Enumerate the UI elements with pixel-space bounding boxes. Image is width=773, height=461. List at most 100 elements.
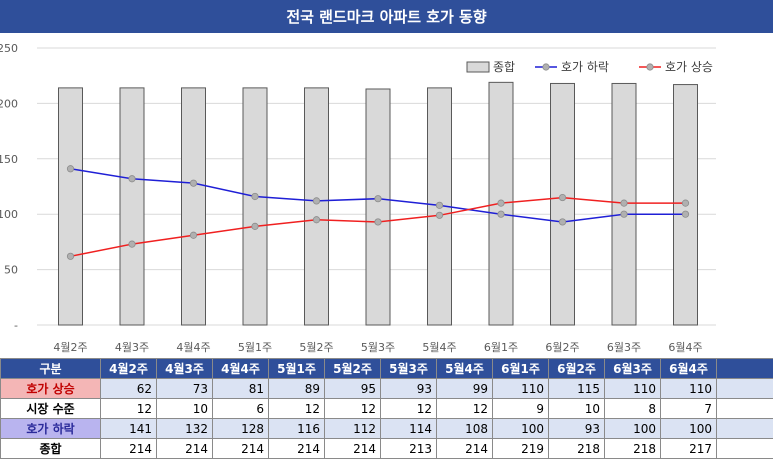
x-tick-label: 4월3주: [115, 341, 149, 354]
table-cell-blank: [716, 378, 773, 399]
data-point: [66, 252, 75, 260]
data-point: [497, 210, 505, 218]
x-tick-label: 6월2주: [545, 341, 579, 354]
x-tick-label: 4월2주: [53, 341, 87, 354]
data-point: [128, 240, 136, 248]
table-cell: 110: [604, 378, 661, 399]
table-cell: 110: [492, 378, 549, 399]
data-point: [189, 231, 198, 239]
x-tick-label: 5월1주: [238, 341, 272, 354]
table-cell: 108: [436, 418, 493, 439]
table-cell: 218: [604, 438, 661, 459]
bar: [119, 87, 145, 326]
x-tick-label: 5월4주: [422, 341, 456, 354]
table-cell-blank: [716, 418, 773, 439]
table-cell: 214: [100, 438, 157, 459]
bar: [304, 87, 329, 326]
data-point: [189, 179, 198, 187]
table-cell: 100: [660, 418, 717, 439]
table-cell: 93: [380, 378, 437, 399]
table-header-row: 구분 4월2주 4월3주 4월4주 5월1주 5월2주 5월3주 5월4주 6월1주 6월2주 6월…: [0, 358, 773, 379]
table-row: 호가 상승 62 73 81 89 95 93 99 110 115 110 110: [0, 378, 773, 399]
table-cell: 214: [324, 438, 381, 459]
table-cell-blank: [716, 438, 773, 459]
table-cell: 128: [212, 418, 269, 439]
table-cell: 9: [492, 398, 549, 419]
table-cell: 12: [324, 398, 381, 419]
table-cell: 218: [548, 438, 605, 459]
table-header-cell: 6월1주: [492, 358, 549, 379]
bar: [242, 87, 268, 326]
table-cell: 12: [436, 398, 493, 419]
table-row: 종합 214 214 214 214 214 213 214 219 218 218 217: [0, 438, 773, 459]
row-label: 종합: [0, 438, 101, 459]
table-cell: 114: [380, 418, 437, 439]
data-point: [497, 199, 505, 207]
table-header-cell: 4월4주: [212, 358, 269, 379]
legend-label: 종합: [493, 60, 515, 74]
table-cell: 81: [212, 378, 269, 399]
table-cell: 214: [156, 438, 213, 459]
x-tick-label: 5월2주: [299, 341, 333, 354]
data-point: [312, 216, 321, 224]
chart-area: - 50 100 150 200 250 4월2주 4월3주 4월4주 5월1주 5월2주 5월3주 5…: [0, 42, 716, 354]
x-tick-label: 6월4주: [668, 341, 702, 354]
data-point: [374, 218, 382, 226]
x-tick-label: 4월4주: [176, 341, 210, 354]
table-cell: 62: [100, 378, 157, 399]
table-cell: 219: [492, 438, 549, 459]
table-header-cell: 5월2주: [324, 358, 381, 379]
table-cell: 95: [324, 378, 381, 399]
data-table: 구분 4월2주 4월3주 4월4주 5월1주 5월2주 5월3주 5월4주 6월1주 6월2주 6월…: [0, 358, 773, 459]
data-point: [620, 199, 628, 207]
table-cell: 214: [268, 438, 325, 459]
table-cell: 213: [380, 438, 437, 459]
table-header-cell: 6월4주: [660, 358, 717, 379]
table-cell: 10: [548, 398, 605, 419]
y-tick-label: 200: [0, 97, 18, 110]
table-cell: 12: [100, 398, 157, 419]
data-point: [66, 165, 75, 173]
table-cell: 89: [268, 378, 325, 399]
table-cell: 132: [156, 418, 213, 439]
table-header-cell: 4월3주: [156, 358, 213, 379]
y-tick-label: 50: [4, 264, 18, 277]
data-point: [558, 193, 567, 202]
legend-label: 호가 하락: [561, 60, 609, 74]
table-cell: 12: [380, 398, 437, 419]
data-point: [128, 175, 136, 183]
table-cell: 214: [212, 438, 269, 459]
y-tick-label: 100: [0, 208, 18, 221]
table-cell: 141: [100, 418, 157, 439]
row-label: 호가 상승: [0, 378, 101, 399]
y-tick-label: 250: [0, 42, 18, 55]
data-point: [374, 195, 382, 203]
y-tick-label: 150: [0, 153, 18, 166]
table-cell: 100: [492, 418, 549, 439]
table-header-cell: 5월4주: [436, 358, 493, 379]
table-cell: 110: [660, 378, 717, 399]
table-cell: 214: [436, 438, 493, 459]
data-point: [251, 222, 259, 230]
table-cell: 73: [156, 378, 213, 399]
data-point: [435, 201, 444, 209]
table-cell: 6: [212, 398, 269, 419]
data-point: [620, 210, 628, 218]
row-label: 시장 수준: [0, 398, 101, 419]
table-header-cell: 6월3주: [604, 358, 661, 379]
data-point: [681, 199, 690, 207]
chart-title: 전국 랜드마크 아파트 호가 동향: [0, 0, 773, 33]
x-tick-label: 5월3주: [361, 341, 395, 354]
bar: [550, 82, 575, 326]
table-cell: 116: [268, 418, 325, 439]
table-cell: 99: [436, 378, 493, 399]
legend-label: 호가 상승: [665, 60, 713, 74]
table-cell: 115: [548, 378, 605, 399]
table-header-cell: 6월2주: [548, 358, 605, 379]
data-point: [558, 218, 567, 226]
data-point: [435, 211, 444, 219]
table-cell: 93: [548, 418, 605, 439]
table-cell: 10: [156, 398, 213, 419]
bar: [181, 87, 206, 326]
table-header-cell: 4월2주: [100, 358, 157, 379]
